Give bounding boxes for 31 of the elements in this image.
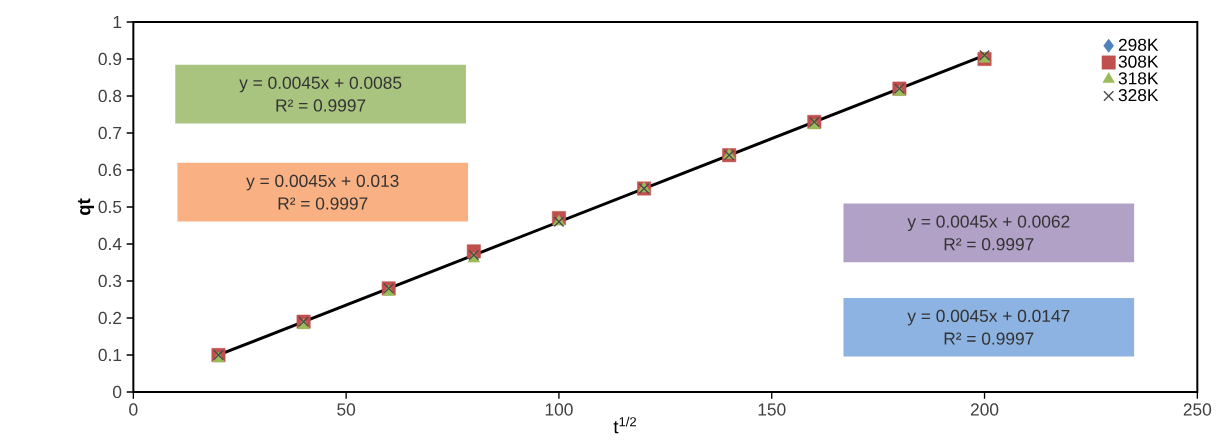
y-tick-label: 0.6 [98, 163, 122, 177]
legend-label: 308K [1118, 55, 1159, 68]
y-tick-label: 1 [113, 16, 122, 28]
annotation: y = 0.0045x + 0.013 [246, 174, 399, 191]
annotation: y = 0.0045x + 0.0085 [239, 76, 402, 93]
y-tick-label: 0.4 [98, 237, 122, 251]
annotation: y = 0.0045x + 0.0062 [907, 215, 1070, 232]
y-tick-label: 0.5 [98, 200, 122, 214]
x-axis-title: t$^{1/2}$ [613, 416, 637, 434]
legend-label: 328K [1118, 88, 1159, 102]
x-tick-label: 50 [337, 403, 356, 416]
y-axis-title: qt [77, 198, 95, 216]
annotation: R² = 0.9997 [944, 238, 1034, 251]
x-tick-label: 150 [758, 403, 786, 416]
y-tick-label: 0.3 [98, 274, 122, 288]
y-tick-label: 0.2 [98, 311, 122, 325]
y-tick-label: 0 [113, 385, 122, 399]
y-tick-label: 0.9 [98, 52, 122, 66]
legend-label: 318K [1118, 72, 1159, 85]
x-tick-label: 100 [545, 403, 573, 416]
annotation: y = 0.0045x + 0.0147 [907, 309, 1070, 326]
x-tick-label: 250 [1183, 403, 1212, 416]
y-tick-label: 0.7 [98, 126, 122, 140]
x-tick-label: 200 [970, 403, 999, 416]
y-tick-label: 0.1 [98, 348, 122, 362]
annotation: R² = 0.9997 [944, 332, 1034, 345]
legend-label: 298K [1118, 38, 1159, 51]
y-tick-label: 0.8 [98, 89, 122, 103]
annotation: R² = 0.9997 [276, 99, 366, 112]
x-tick-label: 0 [129, 403, 138, 416]
annotation: R² = 0.9997 [278, 197, 368, 210]
